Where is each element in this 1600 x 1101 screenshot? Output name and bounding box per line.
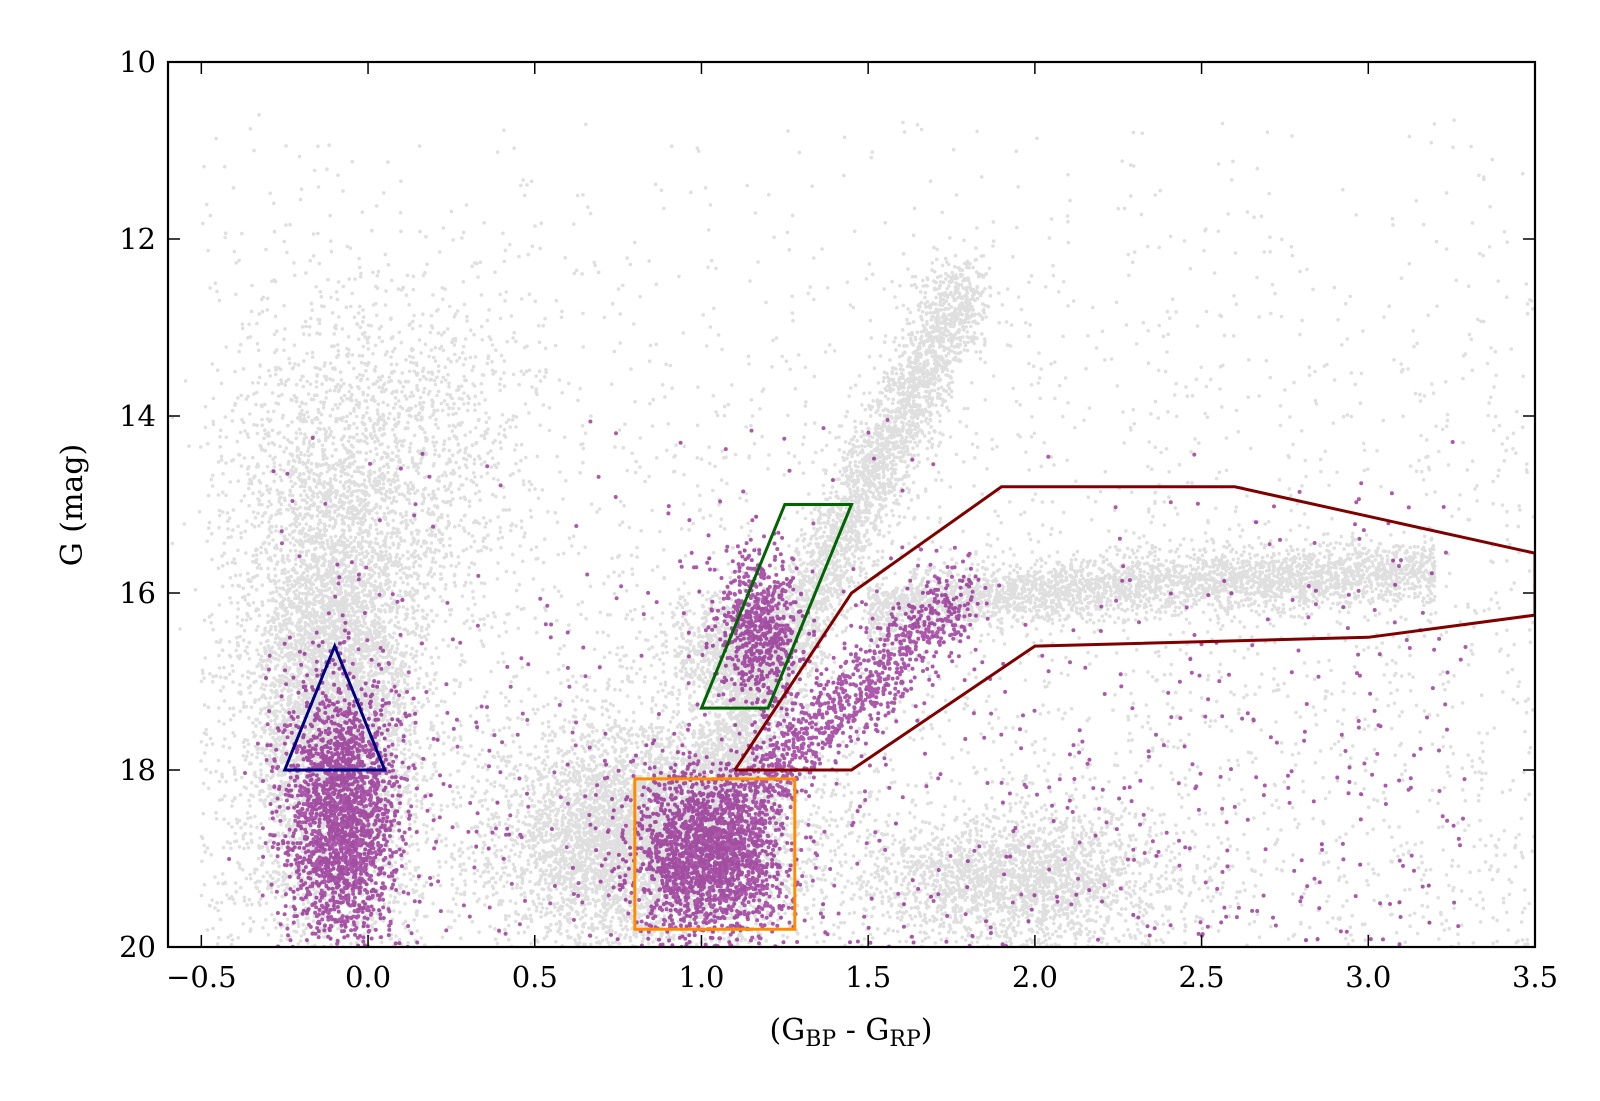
x-tick-label: 0.5 [512, 960, 558, 994]
x-tick-label: 3.0 [1345, 960, 1391, 994]
x-tick-label: 3.5 [1512, 960, 1558, 994]
y-tick-label: 14 [119, 399, 156, 433]
x-tick-label: 2.5 [1179, 960, 1225, 994]
x-tick-label: 2.0 [1012, 960, 1058, 994]
y-axis-label: G (mag) [55, 444, 90, 566]
y-tick-label: 10 [119, 45, 156, 79]
y-tick-label: 18 [119, 753, 156, 787]
y-tick-labels: 10 12 14 16 18 20 [119, 45, 156, 964]
x-tick-labels: −0.5 0.0 0.5 1.0 1.5 2.0 2.5 3.0 3.5 [166, 960, 1558, 994]
x-tick-label: 1.5 [845, 960, 891, 994]
all-stars-points [139, 113, 1537, 1101]
x-axis-label: (GBP - GRP) [770, 1013, 933, 1052]
y-tick-label: 16 [119, 576, 156, 610]
all-stars-scatter [139, 113, 1537, 1101]
y-tick-label: 12 [119, 222, 156, 256]
x-tick-label: −0.5 [166, 960, 236, 994]
y-tick-label: 20 [119, 930, 156, 964]
x-tick-label: 1.0 [678, 960, 724, 994]
x-tick-label: 0.0 [345, 960, 391, 994]
